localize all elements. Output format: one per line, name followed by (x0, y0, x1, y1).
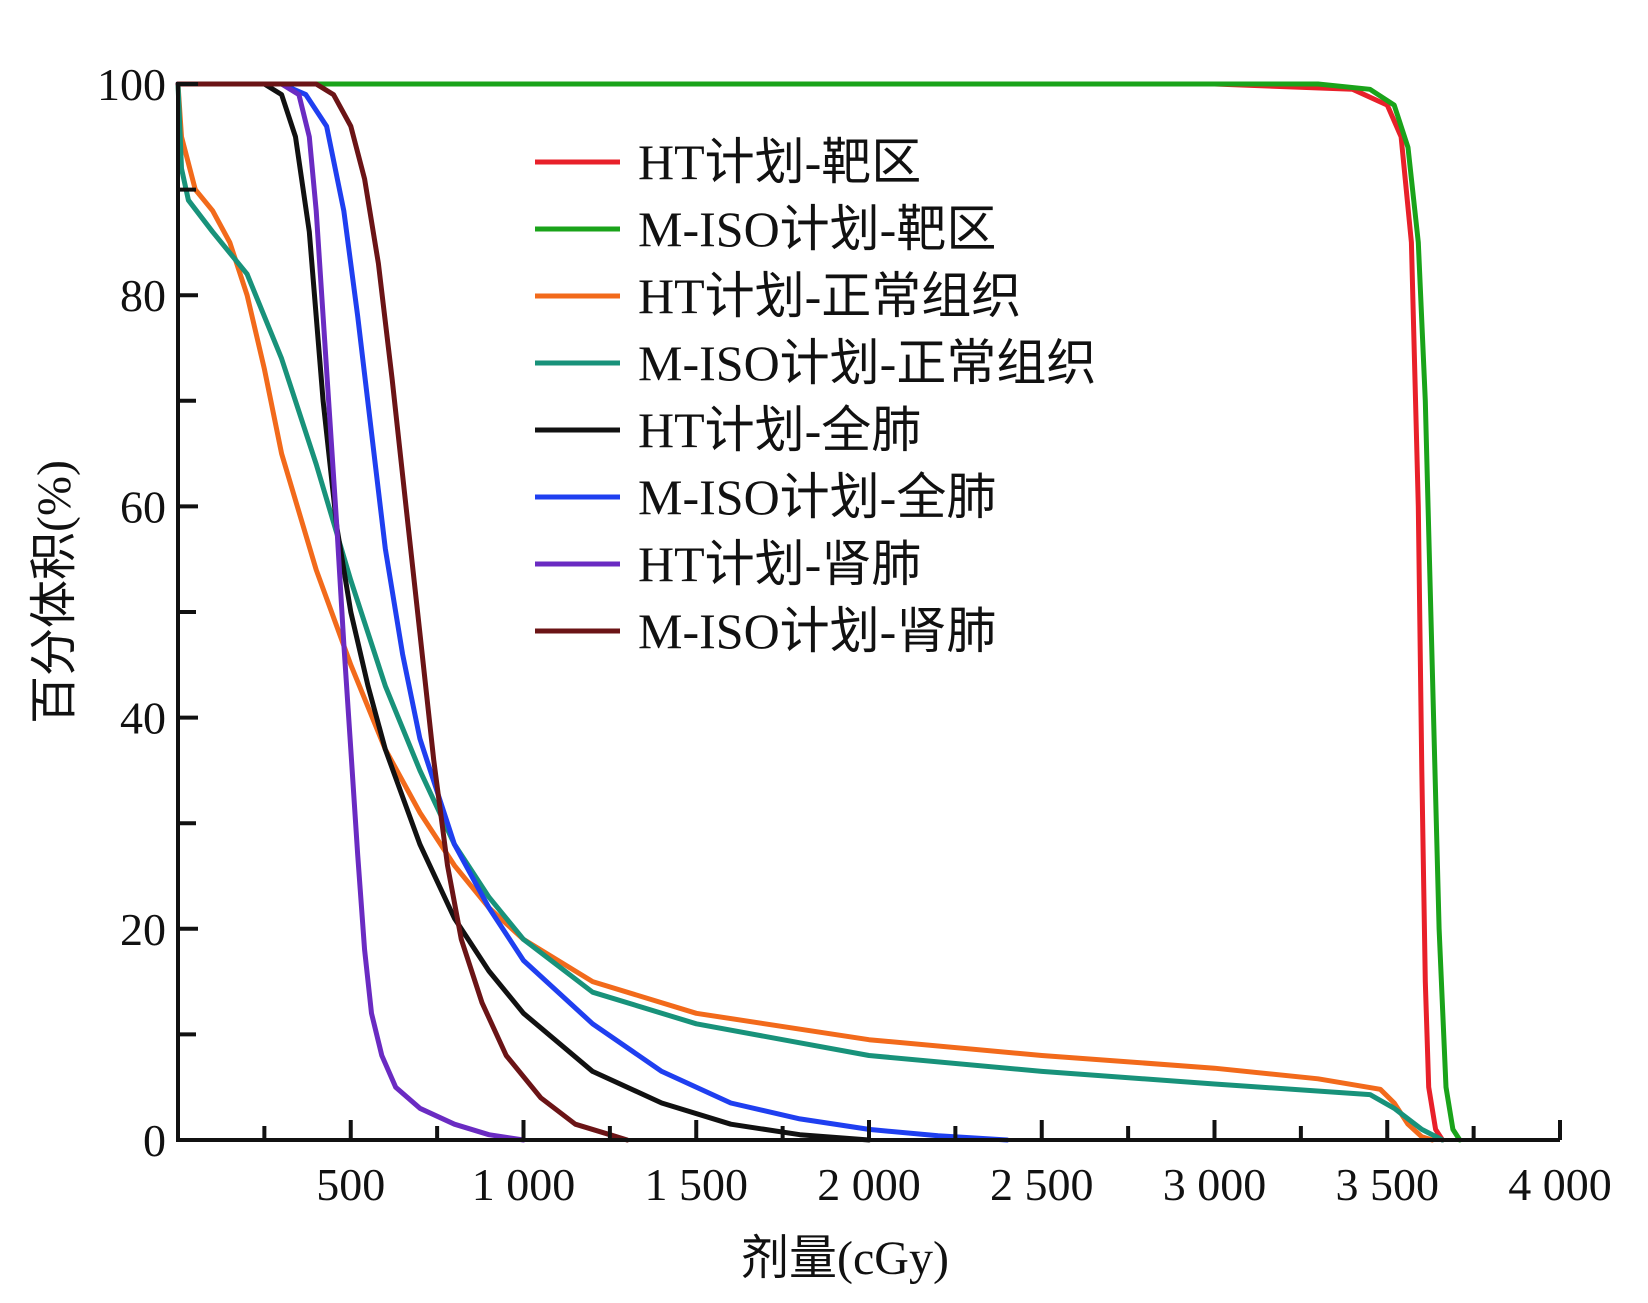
legend: HT计划-靶区 M-ISO计划-靶区 HT计划-正常组织 M-ISO计划-正常组织 HT… (535, 134, 1096, 659)
legend-label-8: M-ISO计划-肾肺 (638, 603, 996, 659)
legend-label-3: HT计划-正常组织 (638, 268, 1021, 324)
y-tick-label: 60 (120, 481, 166, 532)
y-tick-label: 0 (143, 1115, 166, 1166)
y-tick-label: 100 (97, 59, 166, 110)
series-line-1 (175, 81, 1445, 1143)
series-line-8 (175, 81, 630, 1143)
x-tick-label: 3 000 (1163, 1159, 1267, 1210)
x-tick-label: 4 000 (1508, 1159, 1612, 1210)
x-tick-label: 2 000 (817, 1159, 921, 1210)
x-tick-label: 500 (316, 1159, 385, 1210)
x-tick-label: 2 500 (990, 1159, 1094, 1210)
legend-label-6: M-ISO计划-全肺 (638, 469, 996, 525)
axes-layer: 0 20 40 60 80 100 500 1 000 1 500 2 000 2 500 3 000… (97, 59, 1612, 1210)
y-tick-label: 20 (120, 904, 166, 955)
series-line-7 (175, 81, 526, 1143)
x-tick-label: 1 500 (645, 1159, 749, 1210)
x-tick-label: 1 000 (472, 1159, 576, 1210)
y-tick-label: 40 (120, 693, 166, 744)
x-tick-label: 3 500 (1336, 1159, 1440, 1210)
series-line-4 (175, 81, 1445, 1143)
series-layer (175, 81, 1463, 1143)
series-line-2 (175, 81, 1463, 1143)
y-axis-title: 百分体积(%) (28, 460, 81, 724)
legend-label-5: HT计划-全肺 (638, 402, 921, 458)
legend-label-1: HT计划-靶区 (638, 134, 921, 190)
y-tick-label: 80 (120, 270, 166, 321)
legend-label-2: M-ISO计划-靶区 (638, 201, 996, 257)
legend-label-7: HT计划-肾肺 (638, 536, 921, 592)
x-axis-title: 剂量(cGy) (741, 1232, 949, 1285)
series-line-3 (175, 81, 1435, 1143)
legend-label-4: M-ISO计划-正常组织 (638, 335, 1096, 391)
series-line-5 (175, 81, 872, 1143)
